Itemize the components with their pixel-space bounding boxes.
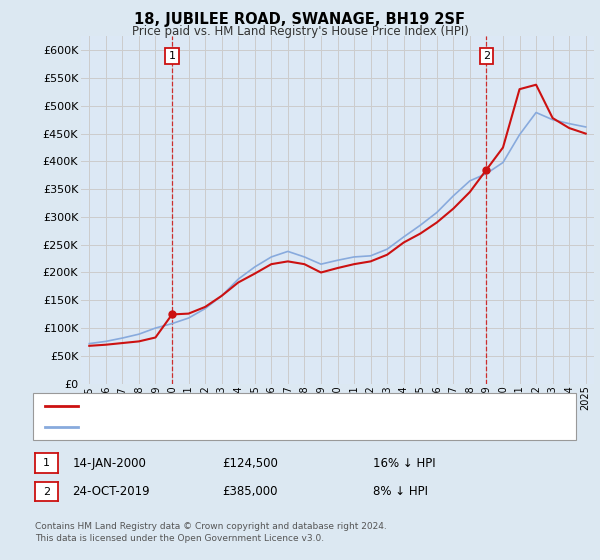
Text: 24-OCT-2019: 24-OCT-2019 [73, 485, 150, 498]
Text: 18, JUBILEE ROAD, SWANAGE, BH19 2SF (detached house): 18, JUBILEE ROAD, SWANAGE, BH19 2SF (det… [85, 401, 405, 411]
Text: 2: 2 [483, 51, 490, 61]
Text: £385,000: £385,000 [223, 485, 278, 498]
Text: Price paid vs. HM Land Registry's House Price Index (HPI): Price paid vs. HM Land Registry's House … [131, 25, 469, 38]
Text: 18, JUBILEE ROAD, SWANAGE, BH19 2SF: 18, JUBILEE ROAD, SWANAGE, BH19 2SF [134, 12, 466, 27]
Text: £124,500: £124,500 [223, 456, 278, 470]
Text: 2: 2 [43, 487, 50, 497]
Text: 16% ↓ HPI: 16% ↓ HPI [373, 456, 435, 470]
Text: HPI: Average price, detached house, Dorset: HPI: Average price, detached house, Dors… [85, 422, 324, 432]
Text: 8% ↓ HPI: 8% ↓ HPI [373, 485, 428, 498]
Text: Contains HM Land Registry data © Crown copyright and database right 2024.
This d: Contains HM Land Registry data © Crown c… [35, 522, 386, 543]
Text: 1: 1 [169, 51, 176, 61]
Text: 14-JAN-2000: 14-JAN-2000 [73, 456, 146, 470]
Text: 1: 1 [43, 458, 50, 468]
